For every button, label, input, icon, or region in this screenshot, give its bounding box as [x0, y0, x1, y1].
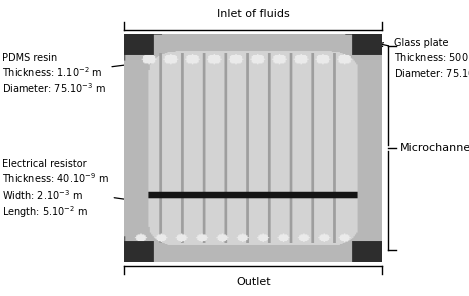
Text: PDMS resin
Thickness: 1.10$^{-2}$ m
Diameter: 75.10$^{-3}$ m: PDMS resin Thickness: 1.10$^{-2}$ m Diam…	[2, 53, 132, 95]
Text: Glass plate
Thickness: 500.10$^{-6}$ m
Diameter: 75.10$^{-3}$ m: Glass plate Thickness: 500.10$^{-6}$ m D…	[379, 38, 469, 80]
Text: Outlet: Outlet	[236, 277, 271, 287]
Text: Microchannels: Microchannels	[400, 143, 469, 153]
Text: Electrical resistor
Thickness: 40.10$^{-9}$ m
Width: 2.10$^{-3}$ m
Length: 5.10$: Electrical resistor Thickness: 40.10$^{-…	[2, 159, 146, 220]
Text: Inlet of fluids: Inlet of fluids	[217, 9, 290, 19]
